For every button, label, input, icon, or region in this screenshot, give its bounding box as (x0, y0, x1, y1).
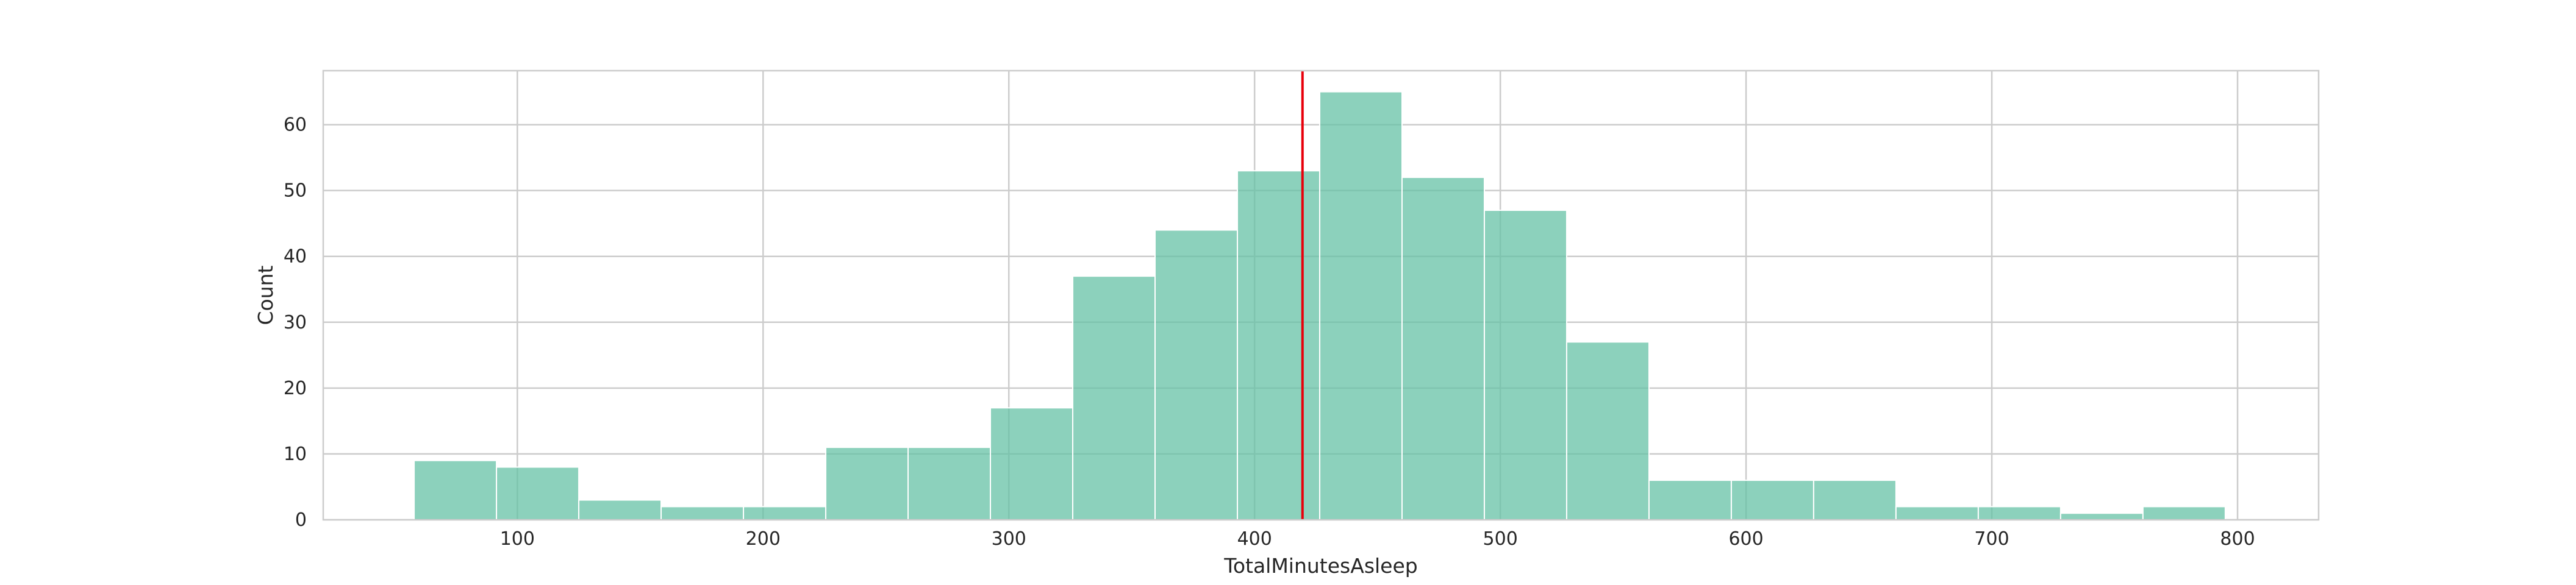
histogram-bar (2059, 512, 2144, 520)
histogram-bar (1565, 341, 1650, 521)
histogram-bar (990, 407, 1074, 521)
y-tick-labels: 0 10 20 30 40 50 60 (284, 115, 307, 531)
histogram-bar (496, 466, 580, 521)
y-tick-label: 50 (284, 180, 307, 202)
x-tick-label: 100 (500, 528, 535, 550)
histogram-bar (578, 499, 662, 520)
histogram-bar (1977, 506, 2061, 520)
histogram-bar (2142, 506, 2226, 520)
histogram-bars (413, 91, 2226, 521)
x-tick-labels: 100 200 300 400 500 600 700 800 (500, 528, 2255, 550)
y-tick-label: 30 (284, 312, 307, 333)
x-tick-label: 600 (1728, 528, 1763, 550)
y-tick-label: 60 (284, 115, 307, 136)
x-tick-label: 400 (1237, 528, 1272, 550)
histogram-bar (1318, 91, 1403, 521)
histogram-bar (1730, 480, 1814, 521)
histogram-bar (1401, 177, 1485, 520)
histogram-bar (1483, 210, 1567, 520)
x-tick-label: 500 (1483, 528, 1518, 550)
histogram-bar (1236, 170, 1320, 520)
y-tick-label: 40 (284, 246, 307, 268)
histogram-bar (413, 459, 498, 521)
y-axis-label: Count (254, 265, 277, 325)
histogram-bar (1154, 229, 1238, 520)
y-tick-label: 0 (295, 509, 307, 531)
histogram-bar (743, 506, 827, 520)
histogram-bar (825, 447, 909, 520)
histogram-bar (1895, 506, 1979, 520)
x-tick-label: 300 (992, 528, 1026, 550)
x-tick-label: 200 (746, 528, 781, 550)
x-tick-label: 700 (1974, 528, 2009, 550)
histogram-bar (660, 506, 745, 520)
x-axis-label: TotalMinutesAsleep (1223, 554, 1417, 578)
histogram-bar (907, 447, 992, 520)
plot-frame (322, 69, 2320, 521)
y-tick-label: 20 (284, 378, 307, 399)
histogram-bar (1648, 480, 1732, 521)
histogram-bar (1072, 275, 1156, 520)
histogram-bar (1812, 480, 1897, 521)
y-tick-label: 10 (284, 444, 307, 465)
x-tick-label: 800 (2220, 528, 2255, 550)
